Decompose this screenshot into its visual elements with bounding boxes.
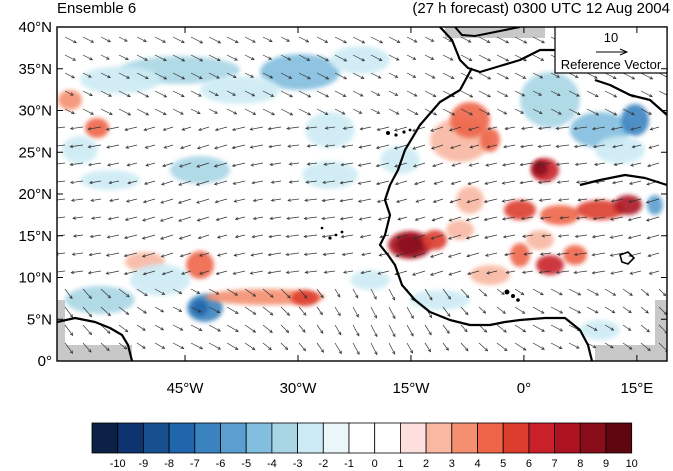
colorbar-cell	[142, 422, 170, 454]
colorbar-cell	[348, 422, 376, 454]
reference-vector-legend: 10 Reference Vector	[554, 26, 668, 74]
colorbar-cell	[477, 422, 504, 454]
longitude-axis: 45°W 30°W 15°W 0° 15°E	[167, 27, 654, 397]
colorbar-cell	[271, 422, 298, 454]
colorbar-cell	[220, 422, 247, 454]
colorbar-label: 6	[526, 458, 532, 470]
latitude-tick-label: 20°N	[18, 186, 52, 203]
longitude-tick-label: 0°	[517, 380, 531, 397]
colorbar-label: -10	[110, 458, 126, 470]
colorbar-label: 9	[603, 458, 609, 470]
colorbar-label: -8	[164, 458, 174, 470]
colorbar-label: 3	[449, 458, 455, 470]
colorbar-cell	[605, 422, 633, 454]
longitude-tick-label: 15°E	[621, 380, 654, 397]
colorbar-label: 2	[423, 458, 429, 470]
reference-vector-label: Reference Vector	[561, 57, 662, 72]
coastline	[57, 27, 667, 361]
colorbar-label: -9	[139, 458, 149, 470]
colorbar-cell	[245, 422, 273, 454]
colorbar-cell	[374, 422, 401, 454]
colorbar-label: -7	[190, 458, 200, 470]
colorbar-label: 4	[474, 458, 480, 470]
longitude-tick-label: 45°W	[167, 380, 205, 397]
colorbar-cell	[528, 422, 556, 454]
colorbar-label: 0	[372, 458, 378, 470]
colorbar-label: 10	[626, 458, 638, 470]
latitude-tick-label: 15°N	[18, 228, 52, 245]
colorbar-label: -3	[293, 458, 303, 470]
colorbar-cell	[579, 422, 607, 454]
colorbar-label: -1	[344, 458, 354, 470]
latitude-tick-label: 35°N	[18, 61, 52, 78]
latitude-axis: 0° 5°N 10°N 15°N 20°N 25°N 30°N 35°N 40°N	[18, 19, 667, 370]
colorbar-label: 1	[397, 458, 403, 470]
latitude-tick-label: 30°N	[18, 103, 52, 120]
colorbar-cell	[451, 422, 478, 454]
colorbar: -10 -9 -8 -7 -6 -5 -4 -3 -2 -1 0 1 2 3 4 5 6 7 8 9 10	[91, 422, 638, 470]
lake-chad	[619, 251, 636, 265]
latitude-tick-label: 10°N	[18, 270, 52, 287]
wind-vector-field	[57, 36, 667, 356]
latitude-tick-label: 0°	[38, 353, 52, 370]
plot-title-left: Ensemble 6	[57, 0, 137, 17]
plot-title-right: (27 h forecast) 0300 UTC 12 Aug 2004	[412, 0, 670, 17]
longitude-tick-label: 30°W	[280, 380, 318, 397]
colorbar-label: -6	[216, 458, 226, 470]
colorbar-label: -2	[318, 458, 328, 470]
latitude-tick-label: 5°N	[27, 311, 52, 328]
latitude-tick-label: 40°N	[18, 19, 52, 36]
colorbar-cell	[554, 422, 581, 454]
colorbar-cell	[425, 422, 453, 454]
iberia-outline	[454, 27, 521, 38]
colorbar-cell	[168, 422, 196, 454]
colorbar-cell	[117, 422, 144, 454]
colorbar-cell	[322, 422, 350, 454]
colorbar-cell	[502, 422, 530, 454]
longitude-tick-label: 15°W	[393, 380, 431, 397]
colorbar-cell	[399, 422, 427, 454]
colorbar-label: -5	[241, 458, 251, 470]
reference-vector-magnitude: 10	[604, 30, 618, 45]
colorbar-cell	[91, 422, 119, 454]
colorbar-label: 8	[577, 458, 583, 470]
anomaly-shading	[58, 46, 663, 340]
colorbar-label: 7	[552, 458, 558, 470]
colorbar-cell	[297, 422, 324, 454]
colorbar-label: 5	[500, 458, 506, 470]
colorbar-cell	[194, 422, 221, 454]
island-cluster	[320, 128, 520, 302]
colorbar-label: -4	[267, 458, 277, 470]
latitude-tick-label: 25°N	[18, 144, 52, 161]
